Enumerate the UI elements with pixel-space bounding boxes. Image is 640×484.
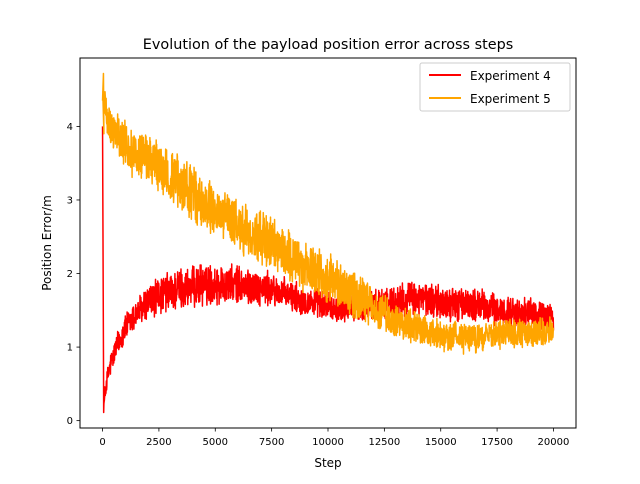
- x-tick-label: 12500: [368, 437, 400, 448]
- x-tick-label: 0: [99, 437, 105, 448]
- x-tick-label: 15000: [425, 437, 457, 448]
- y-tick-label: 3: [67, 196, 73, 207]
- series-line-experiment-4: [101, 126, 555, 414]
- series-line-experiment-5: [101, 72, 555, 355]
- y-axis-label: Position Error/m: [40, 195, 54, 291]
- x-tick-label: 7500: [259, 437, 284, 448]
- legend-label-experiment-4: Experiment 4: [470, 69, 551, 83]
- x-tick-label: 5000: [203, 437, 228, 448]
- x-tick-label: 10000: [312, 437, 344, 448]
- x-axis-label: Step: [314, 456, 341, 470]
- legend: Experiment 4 Experiment 5: [419, 62, 571, 112]
- y-axis: 0 1 2 3 4: [67, 122, 80, 427]
- legend-label-experiment-5: Experiment 5: [470, 92, 551, 106]
- x-tick-label: 2500: [146, 437, 171, 448]
- y-tick-label: 4: [67, 122, 73, 133]
- x-axis: 0 2500 5000 7500 10000 12500 15000 17500 20000: [99, 428, 569, 448]
- y-tick-label: 1: [67, 343, 73, 354]
- chart-title: Evolution of the payload position error …: [143, 37, 513, 53]
- x-tick-label: 20000: [538, 437, 570, 448]
- x-tick-label: 17500: [481, 437, 513, 448]
- plot-area: [101, 72, 555, 414]
- y-tick-label: 2: [67, 269, 73, 280]
- y-tick-label: 0: [67, 416, 73, 427]
